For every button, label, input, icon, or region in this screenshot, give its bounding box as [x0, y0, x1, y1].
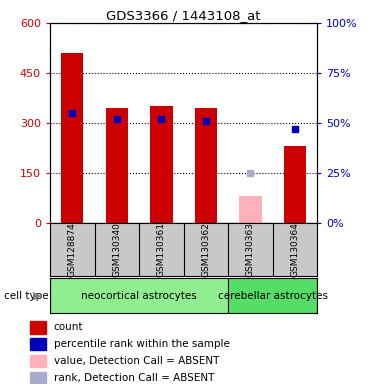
- Text: count: count: [54, 322, 83, 332]
- Bar: [106, 108, 128, 223]
- Bar: [195, 108, 217, 223]
- Bar: [239, 196, 262, 223]
- Bar: [30, 338, 46, 350]
- Text: GSM130363: GSM130363: [246, 222, 255, 277]
- Bar: [150, 106, 173, 223]
- Text: cell type: cell type: [4, 291, 48, 301]
- Bar: [228, 278, 317, 313]
- Bar: [284, 146, 306, 223]
- Bar: [30, 321, 46, 334]
- Text: GSM130362: GSM130362: [201, 222, 210, 277]
- Bar: [30, 355, 46, 367]
- Text: neocortical astrocytes: neocortical astrocytes: [81, 291, 197, 301]
- Text: cerebellar astrocytes: cerebellar astrocytes: [218, 291, 328, 301]
- Text: GSM130340: GSM130340: [112, 222, 121, 277]
- Bar: [61, 53, 83, 223]
- Text: percentile rank within the sample: percentile rank within the sample: [54, 339, 230, 349]
- Text: GSM130361: GSM130361: [157, 222, 166, 277]
- Text: value, Detection Call = ABSENT: value, Detection Call = ABSENT: [54, 356, 219, 366]
- Text: ▶: ▶: [33, 291, 41, 301]
- Bar: [30, 372, 46, 384]
- Text: rank, Detection Call = ABSENT: rank, Detection Call = ABSENT: [54, 374, 214, 384]
- Text: GSM128874: GSM128874: [68, 222, 77, 277]
- Text: GSM130364: GSM130364: [290, 222, 299, 277]
- Title: GDS3366 / 1443108_at: GDS3366 / 1443108_at: [106, 9, 261, 22]
- Bar: [50, 278, 228, 313]
